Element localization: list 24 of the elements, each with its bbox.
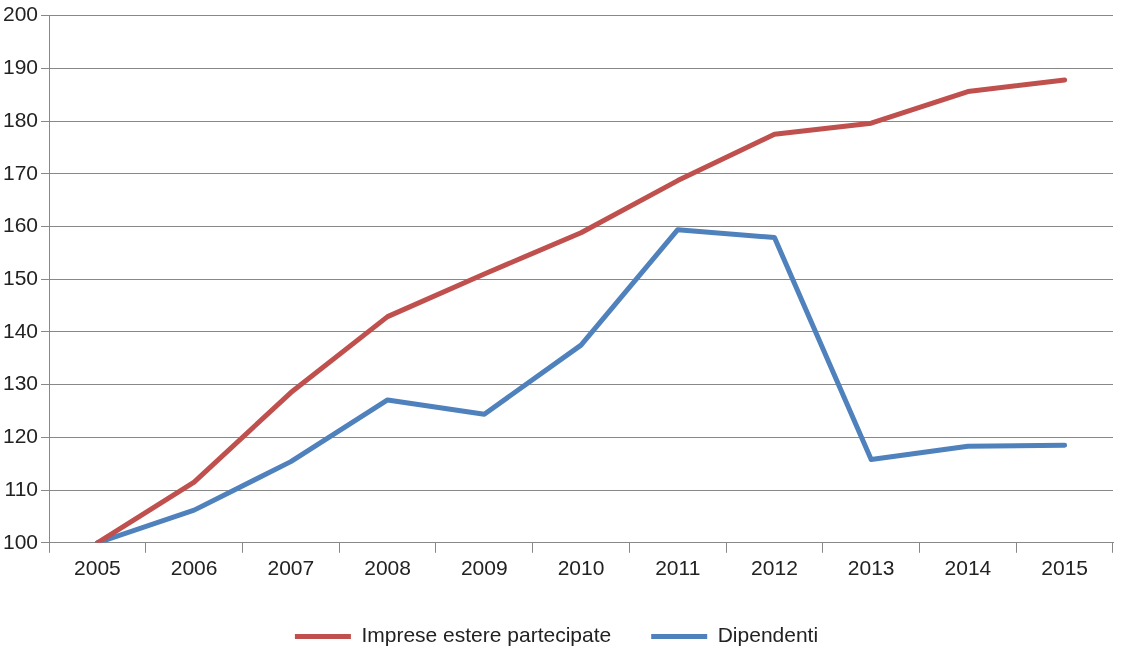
- x-tick-label: 2008: [364, 556, 411, 580]
- y-tick-label: 100: [2, 529, 39, 553]
- legend-label: Imprese estere partecipate: [361, 623, 612, 647]
- y-tick-label: 130: [2, 371, 39, 395]
- x-tick-label: 2010: [557, 556, 605, 580]
- y-tick-label: 120: [2, 424, 39, 448]
- y-tick-label: 160: [2, 213, 39, 237]
- y-tick-label: 150: [2, 266, 39, 289]
- y-tick-label: 180: [2, 107, 39, 131]
- x-tick-label: 2011: [655, 556, 701, 580]
- y-tick-label: 190: [2, 55, 39, 79]
- y-tick-label: 140: [2, 318, 39, 342]
- x-tick-label: 2009: [460, 556, 508, 580]
- legend-label: Dipendenti: [717, 623, 819, 647]
- x-tick-label: 2006: [170, 556, 218, 580]
- x-tick-label: 2007: [267, 556, 315, 580]
- x-tick-label: 2005: [74, 556, 121, 580]
- x-tick-label: 2012: [751, 556, 798, 580]
- y-tick-label: 170: [2, 160, 39, 184]
- x-tick-label: 2013: [847, 556, 895, 580]
- y-tick-label: 110: [4, 476, 39, 500]
- x-tick-label: 2014: [944, 556, 992, 580]
- y-tick-label: 200: [2, 2, 39, 26]
- x-tick-label: 2015: [1041, 556, 1088, 580]
